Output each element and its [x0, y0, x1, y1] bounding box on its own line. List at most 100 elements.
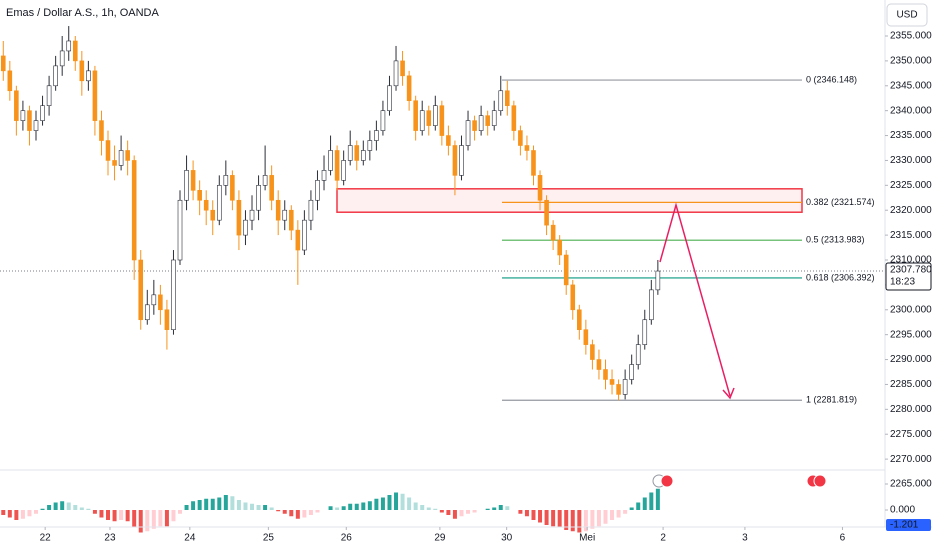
macd-bar [191, 501, 196, 510]
candle-body [46, 85, 52, 106]
event-flag-icon[interactable] [660, 474, 674, 488]
macd-bar [315, 510, 320, 513]
macd-bar [498, 505, 503, 510]
macd-bar [119, 510, 124, 520]
fib-label: 0.5 (2313.983) [806, 235, 865, 245]
x-tick-label: 2 [660, 533, 666, 544]
y-tick-label: 2320.000 [890, 205, 932, 216]
candle-body [406, 75, 412, 102]
macd-bar [86, 508, 91, 510]
candle-body [184, 170, 189, 201]
candle-body [14, 90, 19, 121]
candle-body [649, 289, 654, 321]
candle-body [72, 40, 78, 62]
macd-bar [223, 495, 228, 510]
macd-bar [328, 506, 333, 510]
candle-body [125, 150, 130, 161]
candle-body [92, 70, 98, 121]
fib-label: 0.618 (2306.392) [806, 272, 875, 282]
candle-body [210, 209, 216, 221]
macd-bar [544, 510, 549, 525]
candle-body [105, 140, 111, 161]
macd-bar [289, 510, 294, 517]
macd-bar [374, 498, 379, 510]
macd-bar [439, 510, 444, 513]
macd-bar [531, 510, 536, 520]
candle-body [498, 90, 504, 111]
candle-body [7, 70, 13, 92]
macd-bar [603, 510, 608, 524]
macd-bar [164, 510, 169, 527]
macd-bar [413, 502, 418, 510]
currency-button[interactable] [886, 3, 928, 27]
macd-bar [250, 503, 255, 510]
candle-body [491, 110, 497, 126]
candle-body [570, 284, 576, 311]
candle-body [413, 100, 418, 131]
macd-bar [210, 498, 215, 510]
macd-bar [518, 510, 523, 514]
macd-bar [151, 510, 156, 529]
candle-body [171, 259, 176, 330]
macd-bar [230, 496, 235, 510]
candle-body [537, 175, 543, 201]
candle-body [223, 175, 229, 186]
macd-bar [256, 505, 261, 510]
fib-label: 0.382 (2321.574) [806, 197, 875, 207]
candle-body [20, 110, 26, 121]
x-tick-label: 25 [263, 533, 275, 544]
candle-body [256, 185, 261, 211]
candle-body [609, 379, 615, 385]
currency-label[interactable]: USD [896, 10, 917, 21]
macd-bar [40, 508, 45, 510]
candle-body [216, 185, 222, 221]
macd-bar [66, 502, 71, 510]
macd-bar [610, 510, 615, 520]
macd-last-label: -1.201 [890, 520, 919, 531]
fib-label: 1 (2281.819) [806, 395, 857, 405]
macd-bar [99, 510, 104, 518]
candle-body [99, 120, 104, 141]
candle-body [308, 199, 314, 221]
macd-bar [433, 508, 438, 510]
macd-bar [583, 510, 588, 532]
x-tick-label: Mei [579, 533, 595, 544]
macd-bar [367, 501, 372, 510]
y-tick-label: 2340.000 [890, 105, 932, 116]
macd-bar [125, 510, 130, 522]
candle-body [629, 364, 634, 380]
x-tick-label: 29 [434, 533, 446, 544]
candle-body [518, 130, 523, 146]
y-tick-label: 2295.000 [890, 329, 932, 340]
candle-body [295, 229, 301, 251]
macd-bar [308, 510, 313, 515]
macd-bar [407, 497, 412, 510]
macd-bar [577, 510, 582, 533]
candle-body [275, 199, 281, 221]
macd-zero-label: 0.000 [890, 505, 915, 516]
x-tick-label: 3 [742, 533, 748, 544]
candle-body [557, 239, 562, 256]
macd-bar [302, 510, 307, 518]
candle-body [164, 309, 170, 330]
x-tick-label: 30 [501, 533, 513, 544]
candle-body [302, 219, 307, 251]
event-flag-icon[interactable] [813, 474, 827, 488]
candle-body [642, 319, 648, 345]
macd-bar [380, 497, 385, 510]
macd-bar [112, 510, 117, 522]
candle-body [459, 145, 464, 176]
macd-bar [79, 507, 84, 510]
candle-body [177, 199, 183, 261]
macd-bar [138, 510, 143, 533]
candle-body [432, 105, 438, 126]
candle-body [360, 150, 366, 161]
y-tick-label: 2290.000 [890, 354, 932, 365]
macd-bar [466, 510, 471, 514]
macd-bar [34, 510, 39, 514]
macd-bar [596, 510, 601, 527]
x-tick-label: 24 [184, 533, 196, 544]
